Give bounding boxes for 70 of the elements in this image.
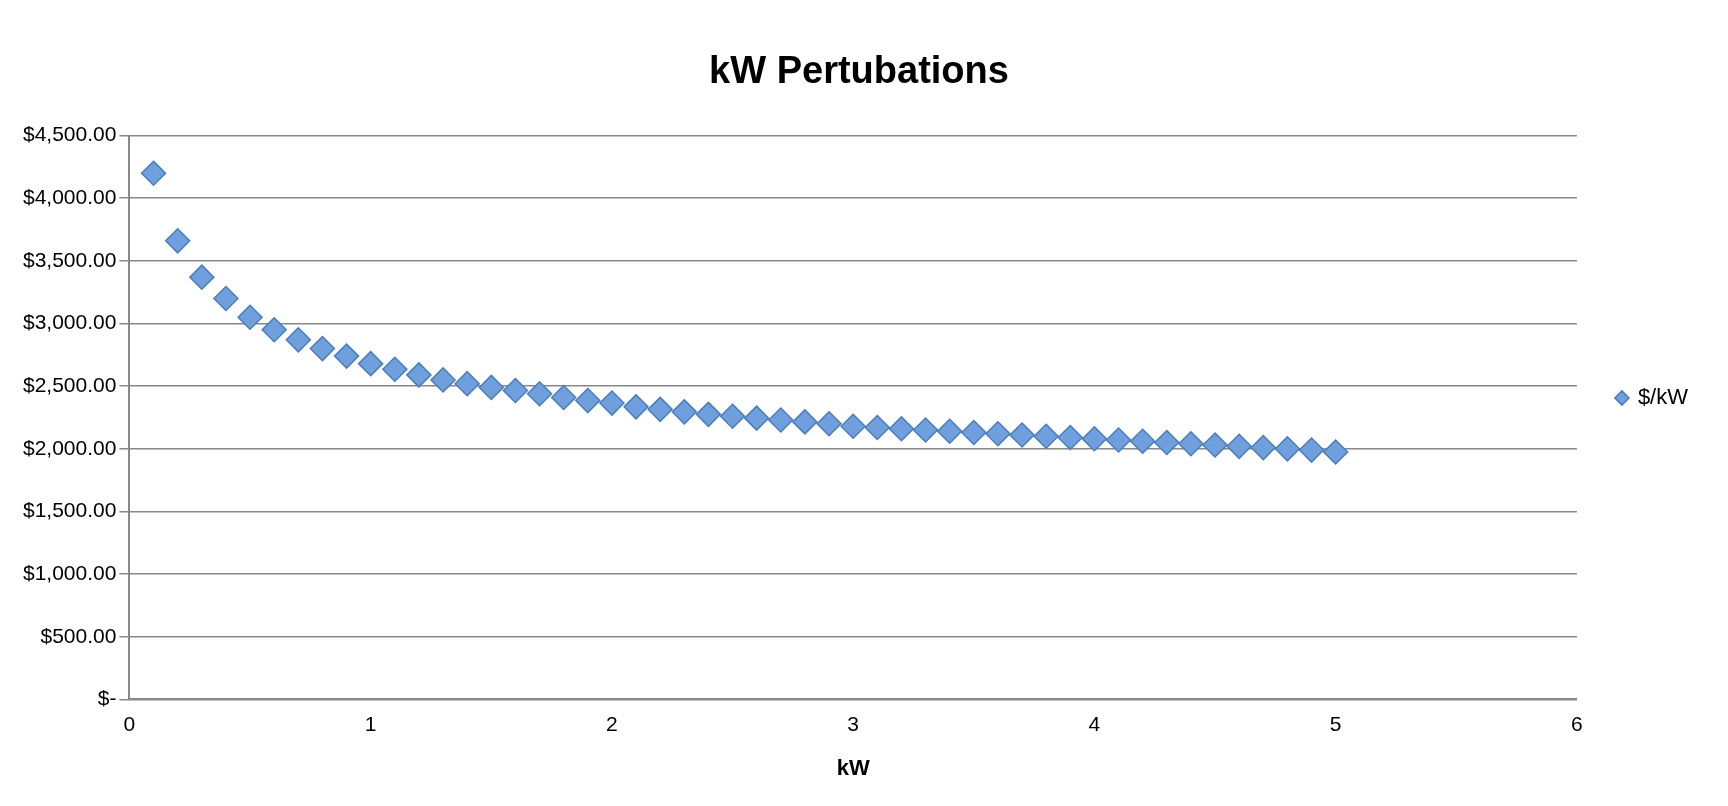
- point: [695, 401, 722, 428]
- point: [213, 285, 239, 312]
- x-tick-label: 1: [364, 711, 377, 735]
- point: [816, 411, 842, 437]
- x-tick-label: 5: [1329, 711, 1342, 735]
- y-tick-label: $2,500.00: [22, 372, 117, 396]
- point: [261, 317, 287, 343]
- point: [406, 362, 432, 388]
- point: [599, 390, 625, 416]
- x-tick-label: 3: [847, 711, 859, 735]
- y-tick-label: $500.00: [40, 623, 117, 647]
- x-tick-label: 2: [606, 711, 618, 735]
- point: [285, 327, 312, 353]
- point: [1322, 439, 1349, 465]
- legend-label: $/kW: [1637, 384, 1689, 410]
- y-tick-label: $2,000.00: [22, 435, 117, 459]
- point: [140, 160, 167, 186]
- x-tick-label: 6: [1571, 711, 1583, 735]
- point: [333, 343, 360, 369]
- point: [478, 374, 505, 401]
- x-tick-label: 4: [1088, 711, 1101, 735]
- point: [743, 405, 770, 431]
- point: [1009, 422, 1035, 448]
- point: [1129, 428, 1156, 455]
- y-tick-label: $-: [97, 686, 117, 710]
- point: [647, 396, 673, 423]
- point: [792, 409, 818, 435]
- point: [189, 264, 215, 290]
- point: [1154, 429, 1180, 456]
- y-tick-label: $3,000.00: [22, 310, 117, 334]
- point: [309, 335, 336, 362]
- point: [430, 367, 456, 393]
- point: [454, 370, 480, 397]
- point: [936, 418, 963, 445]
- point: [912, 417, 939, 443]
- point: [164, 228, 191, 254]
- chart-title: kW Pertubations: [709, 49, 1009, 92]
- point: [671, 399, 698, 425]
- point: [623, 394, 649, 420]
- y-tick-label: $3,500.00: [22, 247, 117, 271]
- y-tick-label: $4,500.00: [22, 122, 117, 146]
- point: [1033, 423, 1059, 450]
- point: [985, 421, 1011, 447]
- point: [1250, 434, 1277, 461]
- point: [1226, 433, 1252, 460]
- point: [1274, 436, 1301, 462]
- point: [719, 403, 746, 429]
- y-tick-label: $4,000.00: [22, 185, 117, 209]
- point: [888, 416, 915, 442]
- point: [768, 407, 794, 433]
- point: [1298, 437, 1325, 463]
- point: [961, 419, 987, 446]
- point: [502, 377, 529, 404]
- point: [864, 414, 891, 441]
- point: [1105, 427, 1132, 453]
- x-axis-title: kW: [836, 754, 870, 780]
- point: [1081, 426, 1108, 452]
- point: [357, 350, 384, 377]
- point: [526, 380, 553, 407]
- point: [575, 387, 601, 414]
- point: [382, 356, 408, 383]
- y-tick-label: $1,500.00: [22, 498, 117, 522]
- point: [840, 413, 866, 440]
- point: [1057, 424, 1084, 451]
- point: [1202, 432, 1228, 458]
- point: [1178, 431, 1204, 457]
- point: [237, 304, 263, 331]
- point: [550, 384, 577, 411]
- y-tick-label: $1,000.00: [22, 560, 117, 584]
- x-tick-label: 0: [123, 711, 136, 735]
